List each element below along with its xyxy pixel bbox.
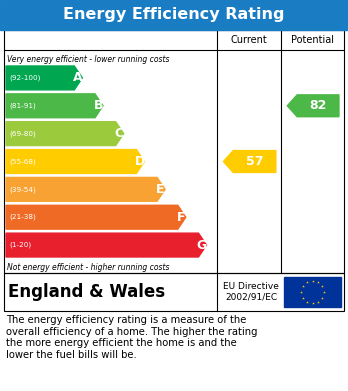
Bar [0, 0, 348, 30]
Polygon shape [6, 233, 206, 257]
Bar [4, 30, 344, 273]
Text: Very energy efficient - lower running costs: Very energy efficient - lower running co… [7, 56, 169, 65]
Text: A: A [73, 72, 82, 84]
Text: (69-80): (69-80) [9, 130, 36, 137]
Text: Energy Efficiency Rating: Energy Efficiency Rating [63, 7, 285, 23]
Text: F: F [177, 211, 185, 224]
Polygon shape [6, 150, 144, 174]
Bar [284, 277, 341, 307]
Text: (39-54): (39-54) [9, 186, 36, 193]
Text: 82: 82 [309, 99, 327, 112]
Text: B: B [94, 99, 103, 112]
Text: G: G [197, 239, 207, 251]
Text: The energy efficiency rating is a measure of the
overall efficiency of a home. T: The energy efficiency rating is a measur… [6, 315, 258, 360]
Bar [4, 273, 344, 311]
Text: C: C [114, 127, 124, 140]
Text: Current: Current [231, 35, 267, 45]
Polygon shape [6, 66, 82, 90]
Polygon shape [6, 94, 103, 118]
Polygon shape [223, 151, 276, 172]
Text: (92-100): (92-100) [9, 75, 40, 81]
Text: E: E [156, 183, 165, 196]
Text: (1-20): (1-20) [9, 242, 31, 248]
Text: (55-68): (55-68) [9, 158, 36, 165]
Polygon shape [6, 205, 186, 229]
Polygon shape [287, 95, 339, 117]
Text: England & Wales: England & Wales [8, 283, 165, 301]
Text: Not energy efficient - higher running costs: Not energy efficient - higher running co… [7, 262, 169, 271]
Text: (81-91): (81-91) [9, 102, 36, 109]
Text: 57: 57 [246, 155, 263, 168]
Polygon shape [6, 122, 124, 145]
Text: D: D [134, 155, 145, 168]
Text: EU Directive
2002/91/EC: EU Directive 2002/91/EC [223, 282, 279, 302]
Polygon shape [6, 178, 165, 201]
Text: (21-38): (21-38) [9, 214, 36, 221]
Text: Potential: Potential [291, 35, 334, 45]
